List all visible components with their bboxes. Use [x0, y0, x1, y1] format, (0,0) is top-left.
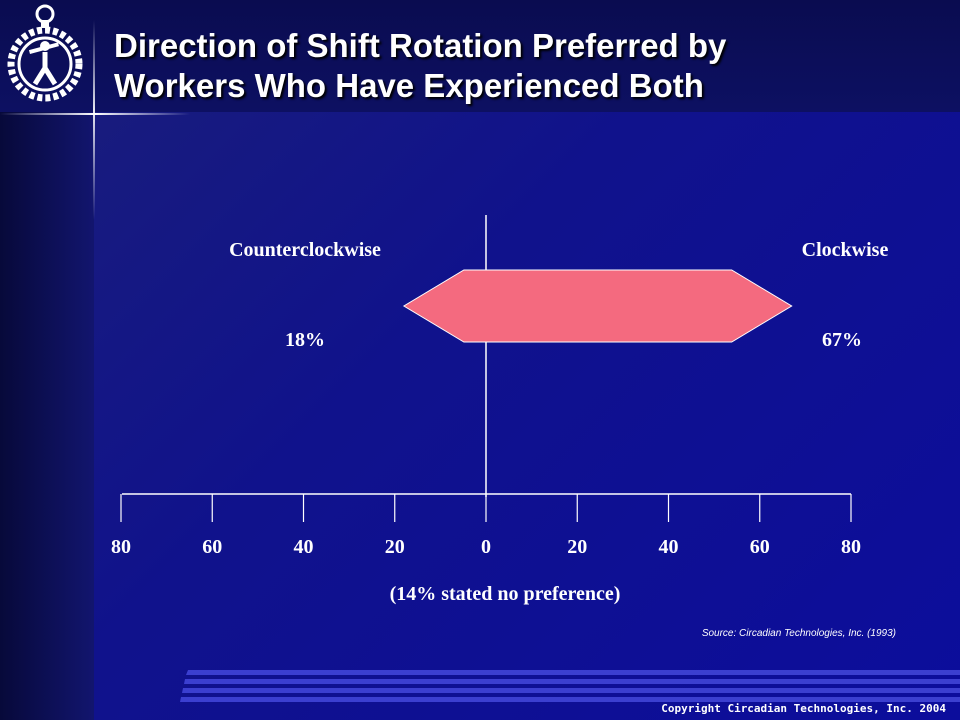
- x-tick-label: 20: [567, 536, 587, 558]
- title-line-1: Direction of Shift Rotation Preferred by: [114, 27, 727, 64]
- page-title: Direction of Shift Rotation Preferred by…: [114, 26, 934, 106]
- preference-bar: [402, 269, 793, 343]
- left-band: [0, 0, 94, 720]
- copyright-text: Copyright Circadian Technologies, Inc. 2…: [661, 702, 946, 715]
- title-bar: [0, 0, 960, 112]
- value-label-counterclockwise: 18%: [285, 329, 325, 351]
- decorative-stripes: [180, 670, 960, 702]
- x-axis-ticks: 80 60 40 20 0 20 40 60 80: [111, 494, 861, 558]
- x-tick-label: 40: [294, 536, 314, 558]
- no-preference-note: (14% stated no preference): [389, 583, 621, 605]
- category-label-clockwise: Clockwise: [802, 239, 889, 261]
- source-citation: Source: Circadian Technologies, Inc. (19…: [701, 628, 896, 639]
- category-label-counterclockwise: Counterclockwise: [229, 239, 381, 261]
- value-label-clockwise: 67%: [822, 329, 862, 351]
- x-tick-label: 60: [202, 536, 222, 558]
- x-tick-label: 40: [659, 536, 679, 558]
- x-tick-label: 60: [750, 536, 770, 558]
- x-tick-label: 80: [111, 536, 131, 558]
- x-tick-label: 0: [481, 536, 491, 558]
- title-line-2: Workers Who Have Experienced Both: [114, 67, 704, 104]
- x-tick-label: 80: [841, 536, 861, 558]
- x-tick-label: 20: [385, 536, 405, 558]
- stopwatch-person-icon: [7, 4, 83, 102]
